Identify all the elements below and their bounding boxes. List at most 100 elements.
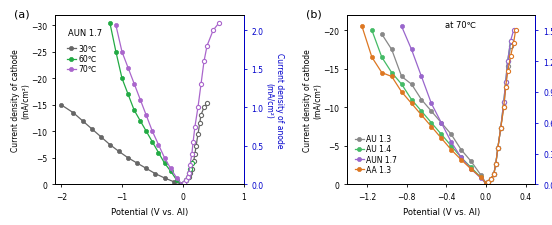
70℃ bbox=[155, 144, 162, 146]
30℃ bbox=[171, 180, 177, 183]
70℃ bbox=[143, 115, 150, 117]
AA 1.3 bbox=[477, 176, 484, 179]
30℃ bbox=[79, 120, 86, 123]
Line: 60℃: 60℃ bbox=[108, 22, 184, 186]
Legend: AU 1.3, AU 1.4, AUN 1.7, AA 1.3: AU 1.3, AU 1.4, AUN 1.7, AA 1.3 bbox=[355, 135, 397, 174]
AA 1.3 bbox=[389, 76, 395, 79]
AU 1.4 bbox=[468, 166, 474, 169]
AU 1.4 bbox=[448, 145, 454, 148]
AUN 1.7 bbox=[418, 76, 424, 79]
Text: (b): (b) bbox=[306, 9, 321, 19]
AU 1.4 bbox=[428, 122, 434, 124]
Legend: 30℃, 60℃, 70℃: 30℃, 60℃, 70℃ bbox=[67, 45, 97, 74]
AA 1.3 bbox=[468, 168, 474, 171]
AU 1.4 bbox=[379, 56, 385, 59]
Line: 70℃: 70℃ bbox=[114, 24, 184, 186]
AU 1.3 bbox=[389, 49, 395, 52]
30℃ bbox=[143, 167, 150, 170]
AA 1.3 bbox=[359, 26, 365, 29]
AUN 1.7 bbox=[408, 49, 415, 52]
Y-axis label: Current density of anode
(mA/cm²): Current density of anode (mA/cm²) bbox=[264, 53, 284, 148]
60℃ bbox=[119, 78, 125, 80]
70℃ bbox=[131, 83, 137, 86]
30℃ bbox=[125, 157, 131, 160]
30℃ bbox=[116, 151, 123, 153]
70℃ bbox=[119, 51, 125, 54]
AU 1.3 bbox=[448, 133, 454, 136]
AU 1.4 bbox=[477, 176, 484, 179]
30℃ bbox=[98, 136, 104, 138]
AU 1.4 bbox=[408, 99, 415, 101]
AUN 1.7 bbox=[428, 103, 434, 105]
AA 1.3 bbox=[418, 114, 424, 117]
AU 1.3 bbox=[428, 110, 434, 113]
60℃ bbox=[161, 162, 168, 165]
60℃ bbox=[125, 94, 131, 96]
Line: AUN 1.7: AUN 1.7 bbox=[400, 25, 488, 186]
AU 1.4 bbox=[458, 156, 464, 159]
Text: (a): (a) bbox=[14, 9, 29, 19]
AA 1.3 bbox=[379, 72, 385, 75]
30℃ bbox=[178, 183, 185, 186]
30℃ bbox=[152, 173, 159, 175]
70℃ bbox=[125, 67, 131, 70]
AA 1.3 bbox=[482, 182, 489, 184]
60℃ bbox=[131, 109, 137, 112]
Line: 30℃: 30℃ bbox=[59, 103, 184, 186]
70℃ bbox=[113, 25, 119, 28]
AU 1.4 bbox=[438, 133, 444, 136]
AA 1.3 bbox=[448, 149, 454, 151]
60℃ bbox=[149, 141, 156, 144]
70℃ bbox=[137, 99, 144, 101]
60℃ bbox=[155, 151, 162, 154]
Text: at 70℃: at 70℃ bbox=[445, 21, 476, 30]
70℃ bbox=[178, 183, 185, 185]
60℃ bbox=[178, 183, 185, 186]
AU 1.3 bbox=[438, 122, 444, 124]
Line: AU 1.4: AU 1.4 bbox=[370, 29, 488, 186]
30℃ bbox=[70, 112, 77, 115]
AUN 1.7 bbox=[468, 168, 474, 171]
AUN 1.7 bbox=[399, 26, 405, 29]
AU 1.3 bbox=[408, 83, 415, 86]
Text: AUN 1.7: AUN 1.7 bbox=[68, 29, 103, 38]
30℃ bbox=[107, 144, 113, 146]
AU 1.3 bbox=[418, 99, 424, 101]
AUN 1.7 bbox=[438, 122, 444, 124]
AUN 1.7 bbox=[482, 182, 489, 185]
70℃ bbox=[149, 130, 156, 133]
60℃ bbox=[113, 51, 119, 54]
AA 1.3 bbox=[458, 159, 464, 161]
60℃ bbox=[107, 22, 113, 25]
AU 1.4 bbox=[418, 110, 424, 113]
AU 1.4 bbox=[389, 72, 395, 75]
X-axis label: Potential (V vs. Al): Potential (V vs. Al) bbox=[111, 207, 188, 216]
AU 1.3 bbox=[399, 76, 405, 79]
AU 1.4 bbox=[399, 83, 405, 86]
AU 1.3 bbox=[468, 160, 474, 163]
60℃ bbox=[167, 170, 174, 173]
AU 1.3 bbox=[482, 182, 489, 184]
70℃ bbox=[167, 167, 174, 170]
AU 1.3 bbox=[458, 149, 464, 151]
AA 1.3 bbox=[438, 137, 444, 140]
60℃ bbox=[143, 130, 150, 133]
70℃ bbox=[161, 157, 168, 160]
AUN 1.7 bbox=[458, 156, 464, 159]
Y-axis label: Current density of cathode
(mA/cm²): Current density of cathode (mA/cm²) bbox=[302, 49, 322, 151]
30℃ bbox=[58, 104, 65, 107]
AUN 1.7 bbox=[477, 177, 484, 180]
30℃ bbox=[134, 162, 141, 165]
AU 1.4 bbox=[482, 182, 489, 185]
AA 1.3 bbox=[369, 56, 375, 59]
AU 1.3 bbox=[477, 174, 484, 177]
X-axis label: Potential (V vs. Al): Potential (V vs. Al) bbox=[402, 207, 480, 216]
Line: AU 1.3: AU 1.3 bbox=[380, 33, 488, 185]
70℃ bbox=[173, 177, 180, 180]
AU 1.3 bbox=[379, 34, 385, 36]
Line: AA 1.3: AA 1.3 bbox=[360, 25, 488, 185]
60℃ bbox=[173, 179, 180, 182]
30℃ bbox=[88, 128, 95, 130]
AU 1.4 bbox=[369, 30, 375, 32]
30℃ bbox=[161, 177, 168, 180]
